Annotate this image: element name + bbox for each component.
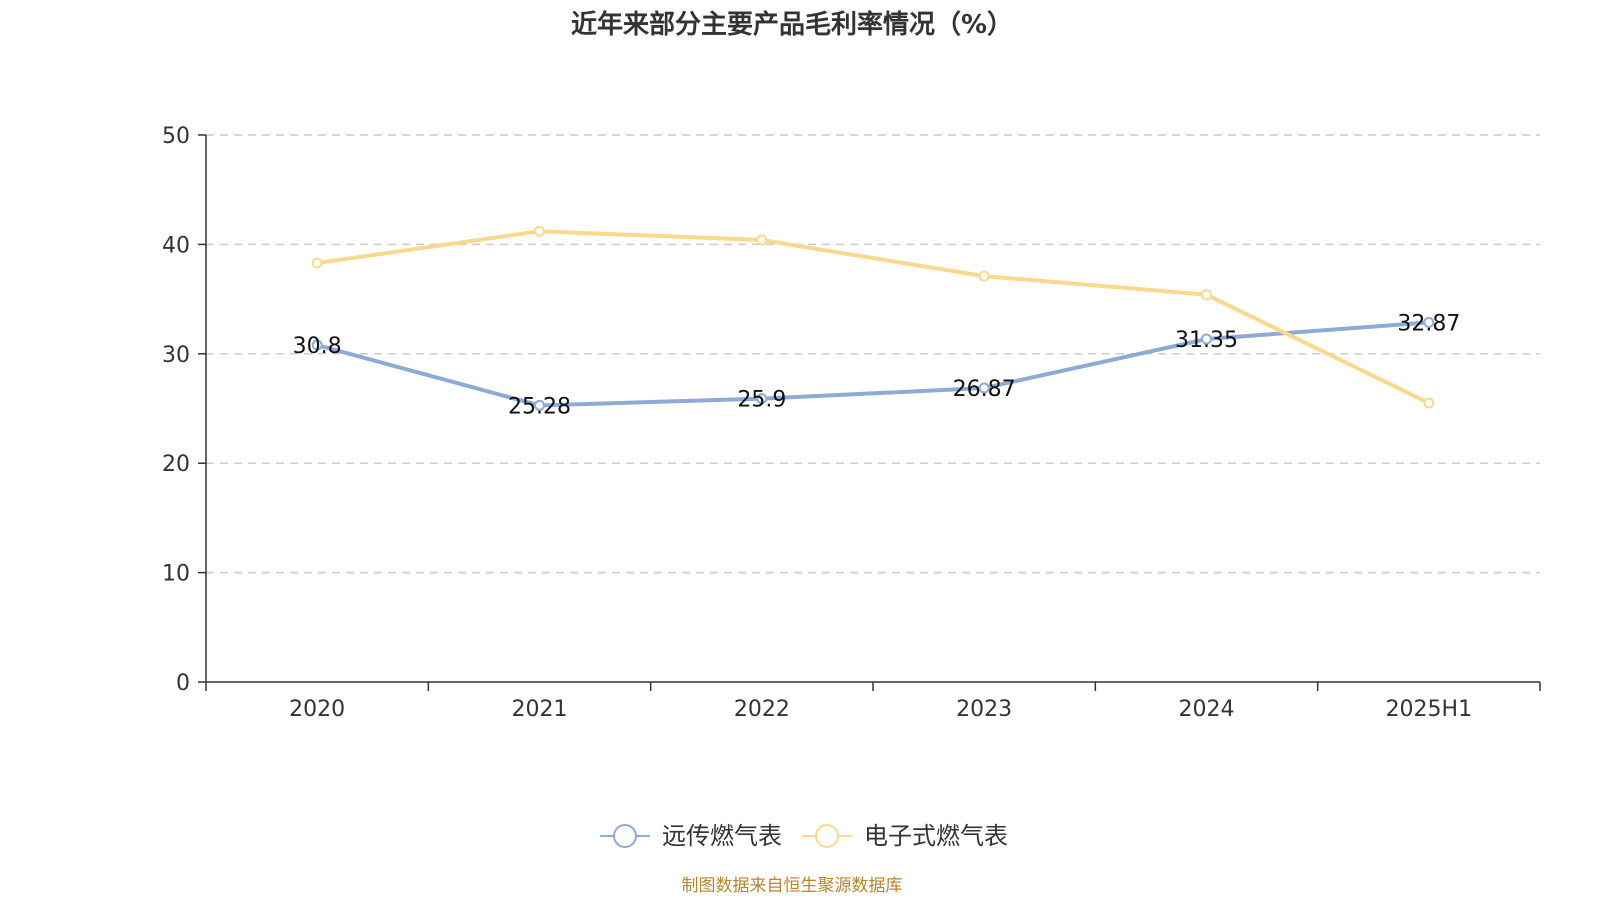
series-0-point[interactable]	[311, 339, 323, 351]
series-1-point[interactable]	[1201, 289, 1212, 301]
data-label: 32.87	[1397, 311, 1460, 336]
data-label: 31.35	[1175, 328, 1238, 353]
series-1-point[interactable]	[978, 270, 990, 282]
series-0-point[interactable]	[534, 399, 545, 411]
y-tick-label: 20	[162, 452, 190, 477]
x-tick-label: 2020	[289, 697, 345, 722]
legend-label: 电子式燃气表	[864, 822, 1008, 850]
series-line-0	[316, 320, 1429, 408]
data-label: 25.28	[508, 394, 571, 419]
x-tick-label: 2024	[1179, 697, 1235, 722]
series-0-point[interactable]	[756, 393, 768, 405]
legend[interactable]: 远传燃气表 电子式燃气表	[600, 822, 1008, 850]
x-tick-label: 2023	[956, 697, 1012, 722]
legend-item-1[interactable]: 电子式燃气表	[802, 822, 1008, 850]
data-labels: 30.8 25.28 25.9 26.87 31.35 32.87	[293, 311, 1461, 419]
legend-marker	[613, 824, 637, 848]
chart-title: 近年来部分主要产品毛利率情况（%）	[571, 9, 1013, 40]
legend-item-0[interactable]: 远传燃气表	[600, 822, 782, 850]
legend-marker	[815, 824, 839, 848]
series-lines	[311, 225, 1435, 411]
series-0-point[interactable]	[1423, 316, 1435, 328]
series-1-point[interactable]	[534, 225, 545, 237]
data-label: 26.87	[953, 377, 1016, 402]
y-tick-label: 30	[162, 343, 190, 368]
series-1-point[interactable]	[1423, 397, 1435, 409]
y-tick-label: 0	[176, 671, 190, 696]
series-0-point[interactable]	[978, 382, 990, 394]
source-note: 制图数据来自恒生聚源数据库	[682, 876, 903, 896]
x-tick-label: 2025H1	[1386, 697, 1473, 722]
data-label: 25.9	[737, 388, 786, 413]
legend-label: 远传燃气表	[662, 822, 782, 850]
axes: 0 10 20 30 40 50 2020 2021 2022 2023 2024 2025H1	[162, 124, 1541, 722]
data-label: 30.8	[293, 334, 342, 359]
y-tick-label: 10	[162, 562, 190, 587]
series-1-point[interactable]	[756, 234, 768, 246]
x-tick-label: 2022	[734, 697, 790, 722]
y-tick-label: 40	[162, 233, 190, 258]
x-tick-label: 2021	[512, 697, 568, 722]
y-tick-label: 50	[162, 124, 190, 149]
grid-lines	[206, 134, 1540, 574]
series-line-1	[316, 229, 1430, 405]
series-0-point[interactable]	[1201, 333, 1212, 345]
series-1-point[interactable]	[311, 257, 323, 269]
